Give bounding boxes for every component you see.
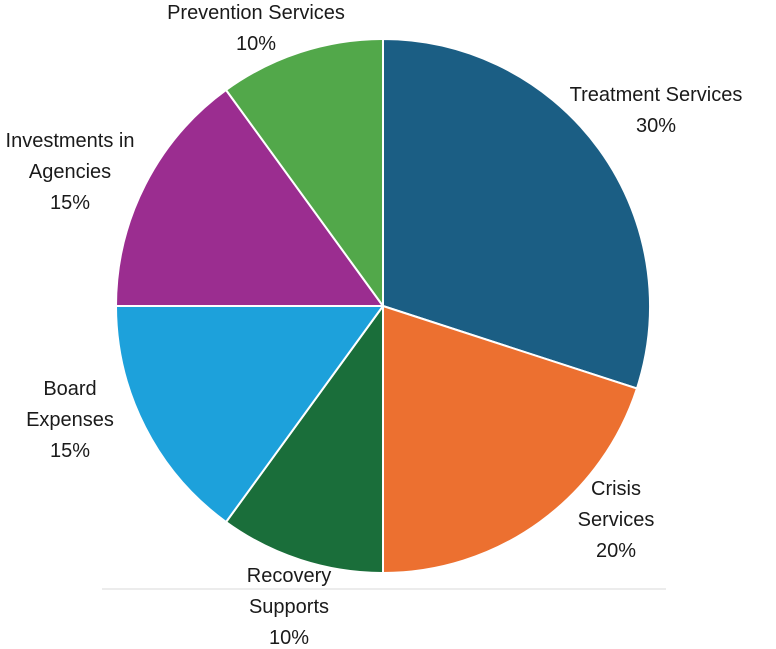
slice-investments-in-agencies bbox=[115, 88, 384, 307]
slice-prevention-services-label: Prevention Services 10% bbox=[167, 2, 345, 55]
slice-crisis-services-label-line: Crisis bbox=[591, 478, 641, 500]
slice-crisis-services-label-line: 20% bbox=[596, 540, 636, 562]
slice-investments-in-agencies-label: Investments in Agencies 15% bbox=[6, 130, 135, 214]
slice-recovery-supports-label-line: 10% bbox=[269, 627, 309, 649]
slice-crisis-services-label-line: Services bbox=[578, 509, 655, 531]
slice-treatment-services bbox=[382, 38, 651, 390]
slice-board-expenses-label-line: 15% bbox=[50, 440, 90, 462]
slice-board-expenses-label: Board Expenses 15% bbox=[26, 378, 114, 462]
slice-investments-in-agencies-label-line: Investments in bbox=[6, 130, 135, 152]
slice-treatment-services-label: Treatment Services 30% bbox=[570, 84, 743, 137]
slice-treatment-services-label-line: 30% bbox=[636, 115, 676, 137]
slice-investments-in-agencies-label-line: Agencies bbox=[29, 161, 111, 183]
slice-crisis-services-label: Crisis Services 20% bbox=[578, 478, 655, 562]
slice-recovery-supports-label-line: Supports bbox=[249, 596, 329, 618]
slice-prevention-services bbox=[225, 38, 384, 307]
slice-prevention-services-label-line: 10% bbox=[236, 33, 276, 55]
pie-labels: Treatment Services 30% Crisis Services 20% Re… bbox=[6, 2, 743, 649]
slice-investments-in-agencies-label-line: 15% bbox=[50, 192, 90, 214]
slice-treatment-services-label-line: Treatment Services bbox=[570, 84, 743, 106]
slice-recovery-supports bbox=[225, 305, 384, 574]
slice-recovery-supports-label-line: Recovery bbox=[247, 565, 331, 587]
slice-board-expenses-label-line: Expenses bbox=[26, 409, 114, 431]
pie-slices bbox=[115, 38, 651, 574]
slice-recovery-supports-label: Recovery Supports 10% bbox=[247, 565, 331, 649]
slice-board-expenses-label-line: Board bbox=[43, 378, 96, 400]
slice-board-expenses bbox=[115, 305, 384, 524]
slice-crisis-services bbox=[382, 305, 638, 574]
slice-prevention-services-label-line: Prevention Services bbox=[167, 2, 345, 24]
